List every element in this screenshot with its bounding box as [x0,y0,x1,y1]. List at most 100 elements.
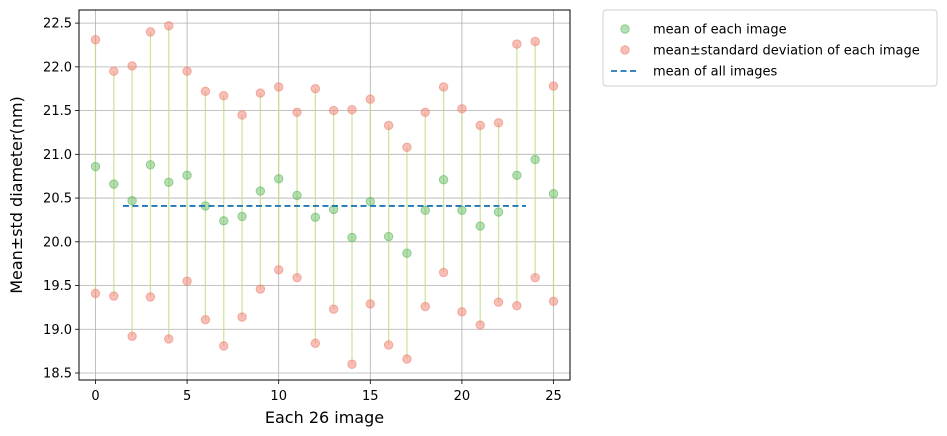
lower-std-point [365,299,376,309]
mean-point [273,174,284,184]
legend-marker [620,45,630,55]
lower-std-point [493,297,504,307]
legend: mean of each image mean±standard deviatio… [602,9,938,87]
y-tick-label: 18.5 [43,367,72,382]
mean-point [493,207,504,217]
x-tick-label: 0 [91,389,99,404]
upper-std-point [127,61,137,71]
x-tick-label: 20 [454,389,471,404]
lower-std-point [383,340,394,350]
upper-std-point [493,118,504,128]
upper-std-point [255,88,266,98]
upper-std-point [548,81,559,91]
lower-std-point [420,301,430,312]
x-tick-label: 10 [270,389,287,404]
upper-std-point [530,36,540,47]
mean-point [365,196,376,207]
upper-std-point [200,86,211,97]
lower-std-point [237,312,247,322]
mean-point [145,160,156,170]
y-tick-label: 22.0 [43,60,72,75]
upper-std-point [420,107,430,118]
y-tick-label: 19.5 [43,279,72,294]
lower-std-point [219,341,229,351]
lower-std-point [512,300,522,311]
upper-std-point [90,35,101,45]
mean-point [182,170,192,181]
mean-point [127,195,137,206]
legend-marker [620,24,630,34]
legend-label: mean of all images [653,65,777,80]
upper-std-point [457,104,467,114]
lower-std-point [145,292,156,302]
upper-std-point [402,142,412,153]
upper-std-point [145,27,156,37]
lower-std-point [438,267,449,278]
lower-std-point [457,307,467,317]
y-tick-label: 21.0 [43,148,72,163]
lower-std-point [273,265,284,275]
x-axis-title: Each 26 image [265,408,384,427]
mean-point [383,231,394,242]
upper-std-point [219,91,229,101]
lower-std-point [530,272,540,283]
upper-std-point [475,120,485,131]
y-axis-title: Mean±std diameter(nm) [7,96,26,294]
mean-point [237,211,247,222]
mean-point [310,212,321,223]
mean-point [512,170,522,181]
legend-label: mean±standard deviation of each image [653,44,920,59]
y-tick-label: 20.5 [43,192,72,207]
mean-point [402,248,412,258]
lower-std-point [182,276,192,286]
lower-std-point [475,320,485,330]
upper-std-point [347,105,357,115]
upper-std-point [292,107,302,118]
mean-point [347,232,357,243]
grid-lines [79,10,570,380]
lower-std-point [200,314,211,325]
lower-std-point [255,284,266,294]
mean-point [438,174,449,185]
upper-std-point [328,105,339,116]
mean-point [90,161,101,172]
upper-std-point [512,39,522,49]
upper-std-point [365,94,376,104]
plot-frame [78,9,571,381]
x-tick-label: 25 [545,389,562,404]
error-bars [94,25,555,365]
mean-point [164,177,174,188]
upper-std-point [109,66,119,76]
y-tick-label: 21.5 [43,104,72,119]
lower-std-point [127,331,137,341]
upper-std-point [164,21,174,31]
upper-std-point [383,120,394,131]
upper-std-point [237,110,247,120]
mean-point [475,221,485,231]
upper-std-point [273,82,284,92]
lower-std-point [310,338,321,348]
mean-point [420,205,430,216]
y-tick-label: 22.5 [43,17,72,32]
lower-std-point [402,354,412,364]
y-tick-label: 20.0 [43,235,72,250]
y-tick-label: 19.0 [43,323,72,338]
mean-point [292,190,302,201]
upper-std-point [182,66,192,76]
mean-point [530,154,540,165]
lower-std-point [548,296,559,306]
x-tick-label: 5 [183,389,191,404]
mean-point [457,205,467,216]
upper-std-point [438,82,449,92]
mean-point [219,216,229,226]
mean-point [255,186,266,196]
axis-ticks: 0 5 10 15 20 25 18.5 19.0 19.5 20.0 20.5 21.0 21.5 22… [43,17,562,404]
mean-point [109,179,119,189]
lower-std-point [347,359,357,369]
lower-std-point [292,272,302,283]
legend-label: mean of each image [653,23,787,38]
data-points [90,21,559,369]
legend-box [602,9,938,87]
upper-std-point [310,84,321,94]
